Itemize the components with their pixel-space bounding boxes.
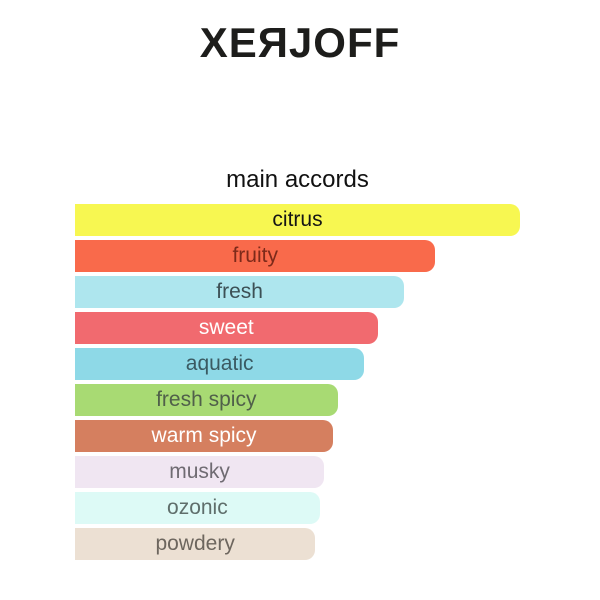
accord-bar-ozonic: ozonic	[75, 492, 320, 524]
accord-bar-label: musky	[169, 460, 230, 483]
accord-bar-label: fresh spicy	[156, 388, 257, 411]
accord-bar-label: ozonic	[167, 496, 228, 519]
accord-bar-label: fresh	[216, 280, 263, 303]
accord-bars: citrus fruity fresh sweet aquatic fresh spicy…	[75, 204, 520, 560]
accord-bar-fresh-spicy: fresh spicy	[75, 384, 338, 416]
accord-bar-powdery: powdery	[75, 528, 316, 560]
chart-title: main accords	[226, 166, 369, 193]
accord-bar-musky: musky	[75, 456, 325, 488]
main-accords-chart: main accords citrus fruity fresh sweet aquat…	[75, 166, 520, 560]
accord-bar-citrus: citrus	[75, 204, 520, 236]
accord-bar-fresh: fresh	[75, 276, 405, 308]
accord-bar-sweet: sweet	[75, 312, 378, 344]
accord-bar-label: warm spicy	[151, 424, 257, 447]
accord-bar-label: fruity	[232, 244, 278, 267]
accord-bar-label: aquatic	[185, 352, 254, 375]
accord-bar-fruity: fruity	[75, 240, 436, 272]
accord-bar-warm-spicy: warm spicy	[75, 420, 334, 452]
accord-bar-label: sweet	[198, 316, 254, 339]
accord-bar-aquatic: aquatic	[75, 348, 365, 380]
accord-bar-label: powdery	[155, 532, 235, 555]
accord-bar-label: citrus	[272, 208, 323, 231]
brand-logo: XEЯJOFF	[199, 19, 401, 66]
